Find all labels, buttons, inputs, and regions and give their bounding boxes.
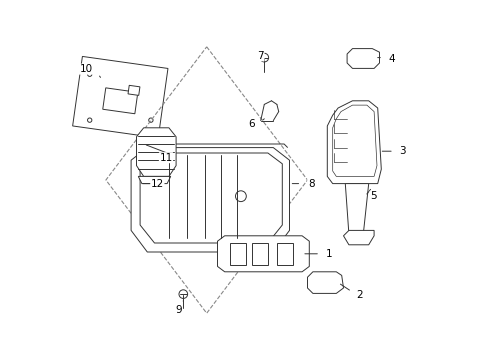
Circle shape	[235, 191, 246, 202]
Polygon shape	[343, 230, 373, 245]
Circle shape	[87, 72, 92, 76]
Text: 1: 1	[325, 249, 332, 259]
Circle shape	[87, 118, 92, 122]
Polygon shape	[73, 57, 167, 138]
Polygon shape	[136, 128, 176, 176]
Polygon shape	[138, 176, 170, 184]
Text: 12: 12	[150, 179, 163, 189]
Circle shape	[260, 53, 268, 62]
Polygon shape	[102, 88, 138, 114]
Text: 7: 7	[257, 51, 264, 61]
Text: 2: 2	[356, 290, 362, 300]
Polygon shape	[217, 236, 309, 272]
Polygon shape	[128, 85, 140, 95]
Polygon shape	[346, 49, 379, 68]
Polygon shape	[307, 272, 343, 293]
Polygon shape	[131, 148, 289, 252]
Text: 11: 11	[159, 153, 172, 163]
Text: 5: 5	[369, 191, 376, 201]
Text: 3: 3	[399, 146, 406, 156]
Circle shape	[148, 118, 153, 122]
Text: 10: 10	[80, 64, 92, 74]
Text: 4: 4	[388, 54, 395, 64]
Text: 9: 9	[175, 305, 181, 315]
Circle shape	[179, 290, 187, 298]
Polygon shape	[326, 101, 381, 184]
Polygon shape	[345, 184, 368, 234]
Text: 8: 8	[307, 179, 314, 189]
Text: 6: 6	[248, 119, 254, 129]
